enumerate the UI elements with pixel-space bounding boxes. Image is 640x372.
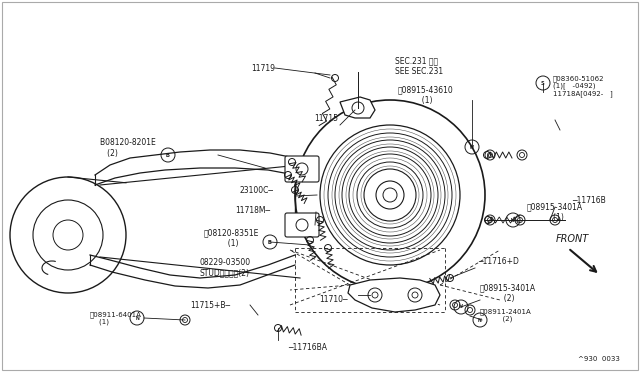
- Text: ─​11716BA: ─​11716BA: [288, 343, 327, 352]
- FancyBboxPatch shape: [285, 156, 319, 182]
- Text: 11719: 11719: [251, 64, 275, 73]
- Text: W: W: [459, 305, 463, 310]
- Text: S: S: [541, 80, 545, 86]
- Text: N: N: [135, 315, 139, 321]
- Text: Ⓦ08915-3401A
           (1): Ⓦ08915-3401A (1): [527, 202, 583, 222]
- Polygon shape: [340, 97, 375, 118]
- Text: Ⓦ08915-3401A
          (2): Ⓦ08915-3401A (2): [480, 283, 536, 303]
- Text: 11718M─: 11718M─: [235, 205, 270, 215]
- Text: SEC.231 参照
SEE SEC.231: SEC.231 参照 SEE SEC.231: [395, 56, 443, 76]
- Text: B: B: [268, 240, 272, 244]
- Text: 11710─: 11710─: [319, 295, 348, 305]
- Text: 11715+B─: 11715+B─: [190, 301, 230, 310]
- Text: FRONT: FRONT: [556, 234, 589, 244]
- Text: Ⓞ08360-51062
(1)[   -0492)
11718A[0492-   ]: Ⓞ08360-51062 (1)[ -0492) 11718A[0492- ]: [553, 75, 612, 97]
- Text: ^930  0033: ^930 0033: [578, 356, 620, 362]
- Text: ⒱08120-8351E
          (1): ⒱08120-8351E (1): [204, 228, 259, 248]
- Text: 08229-03500
STUDスタッド(2): 08229-03500 STUDスタッド(2): [200, 258, 251, 278]
- FancyBboxPatch shape: [285, 213, 319, 237]
- Text: W: W: [470, 144, 474, 150]
- Text: 23100C─: 23100C─: [240, 186, 274, 195]
- Text: N: N: [478, 317, 482, 323]
- Text: ─​11716B: ─​11716B: [572, 196, 605, 205]
- Text: B​08120-8201E
   (2): B​08120-8201E (2): [100, 138, 156, 158]
- Polygon shape: [348, 278, 440, 312]
- Text: Ⓞ08911-6401A
    (1): Ⓞ08911-6401A (1): [90, 311, 142, 325]
- Text: B: B: [166, 153, 170, 157]
- Text: Ⓞ08911-2401A
          (2): Ⓞ08911-2401A (2): [480, 308, 532, 322]
- Text: W: W: [511, 218, 515, 222]
- Text: ─​11716+D: ─​11716+D: [478, 257, 519, 266]
- Text: Ⓦ08915-43610
          (1): Ⓦ08915-43610 (1): [398, 85, 454, 105]
- Text: 11715: 11715: [314, 113, 338, 122]
